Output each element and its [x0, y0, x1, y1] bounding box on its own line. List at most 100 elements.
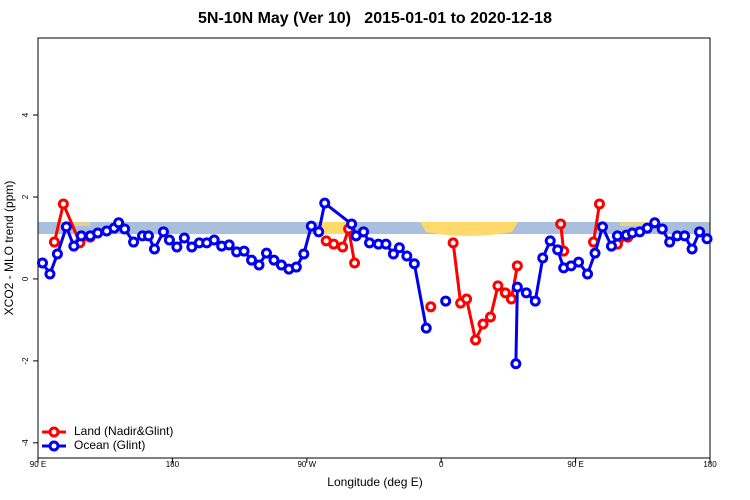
series-line — [592, 203, 601, 243]
data-point — [349, 257, 361, 269]
data-point — [694, 226, 706, 238]
y-tick-label: -2 — [21, 357, 30, 365]
data-point — [223, 239, 235, 251]
data-point — [253, 259, 265, 271]
data-point — [92, 227, 104, 239]
land-band — [322, 222, 350, 234]
data-point — [470, 334, 482, 346]
y-tick-label: 0 — [21, 276, 30, 281]
data-point — [178, 232, 190, 244]
legend-marker — [48, 440, 60, 452]
data-point — [679, 230, 691, 242]
data-point — [641, 222, 653, 234]
x-tick-label: 0 — [439, 460, 444, 469]
y-tick-label: 4 — [21, 112, 30, 117]
data-point — [686, 243, 698, 255]
legend-label: Ocean (Glint) — [74, 438, 145, 452]
land-band — [420, 222, 518, 236]
data-point — [57, 198, 69, 210]
data-point — [596, 221, 608, 233]
data-point — [268, 254, 280, 266]
data-point — [313, 226, 325, 238]
series-line — [41, 200, 428, 329]
data-point — [408, 258, 420, 270]
data-point — [358, 226, 370, 238]
data-point — [36, 257, 48, 269]
data-point — [48, 236, 60, 248]
data-point — [701, 233, 713, 245]
data-point — [461, 293, 473, 305]
data-point — [157, 226, 169, 238]
data-point — [544, 235, 556, 247]
data-point — [246, 254, 258, 266]
x-tick-label: 90 W — [297, 460, 316, 469]
data-point — [555, 218, 567, 230]
data-point — [477, 318, 489, 330]
data-point — [649, 217, 661, 229]
data-point — [664, 236, 676, 248]
data-point — [380, 238, 392, 250]
x-tick-label: 90 E — [30, 460, 46, 469]
data-point — [346, 218, 358, 230]
x-tick-label: 180 — [166, 460, 180, 469]
data-point — [505, 293, 517, 305]
legend-marker — [48, 426, 60, 438]
data-point — [492, 280, 504, 292]
data-point — [113, 217, 125, 229]
data-point — [238, 245, 250, 257]
x-tick-label: 180 — [703, 460, 717, 469]
x-axis-label: Longitude (deg E) — [327, 475, 422, 489]
data-point — [582, 268, 594, 280]
data-point — [537, 252, 549, 264]
data-point — [319, 197, 331, 209]
data-point — [298, 248, 310, 260]
data-point — [60, 221, 72, 233]
data-point — [44, 268, 56, 280]
data-point — [387, 248, 399, 260]
data-point — [68, 240, 80, 252]
data-point — [511, 281, 523, 293]
data-point — [171, 241, 183, 253]
map-band — [38, 222, 710, 234]
data-point — [529, 295, 541, 307]
data-point — [440, 295, 452, 307]
data-point — [520, 287, 532, 299]
data-point — [401, 250, 413, 262]
data-point — [511, 260, 523, 272]
data-point — [51, 248, 63, 260]
data-point — [484, 311, 496, 323]
legend-label: Land (Nadir&Glint) — [74, 424, 173, 438]
data-point — [128, 236, 140, 248]
data-point — [552, 244, 564, 256]
data-point — [119, 223, 131, 235]
plot-frame — [37, 37, 711, 459]
data-point — [260, 247, 272, 259]
data-point — [605, 240, 617, 252]
data-point — [75, 230, 87, 242]
y-axis-label: XCO2 - MLO trend (ppm) — [2, 181, 16, 316]
land-band — [620, 222, 650, 226]
series-line — [52, 199, 91, 245]
chart-title: 5N-10N May (Ver 10) 2015-01-01 to 2020-1… — [198, 10, 552, 27]
data-point — [447, 237, 459, 249]
data-point — [393, 242, 405, 254]
data-point — [425, 301, 437, 313]
data-point — [589, 247, 601, 259]
data-point — [510, 358, 522, 370]
land-band — [62, 222, 90, 226]
data-point — [148, 243, 160, 255]
data-point — [208, 234, 220, 246]
data-point — [143, 230, 155, 242]
data-point — [611, 230, 623, 242]
data-point — [499, 287, 511, 299]
data-point — [305, 220, 317, 232]
data-point — [328, 238, 340, 250]
data-point — [337, 241, 349, 253]
data-point — [163, 234, 175, 246]
data-point — [573, 256, 585, 268]
y-tick-label: 2 — [21, 194, 30, 199]
x-tick-label: 90 E — [567, 460, 583, 469]
data-point — [290, 261, 302, 273]
